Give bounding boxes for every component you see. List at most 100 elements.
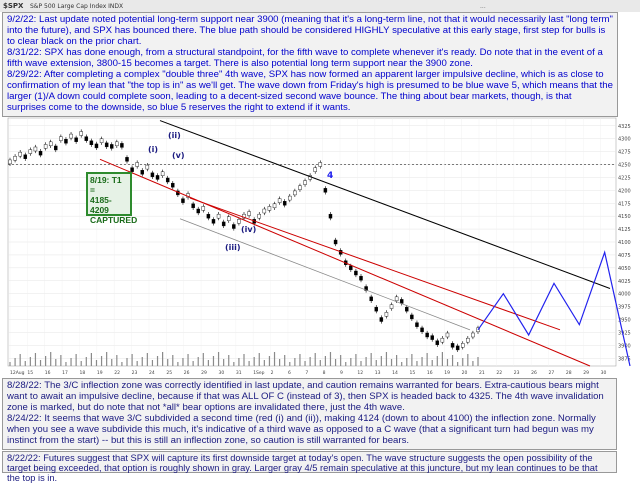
volume-bar (253, 357, 255, 366)
note-8-29: 8/29/22: After completing a complex "dou… (7, 69, 613, 113)
volume-bar (65, 362, 67, 366)
x-tick-label: 6 (288, 370, 291, 376)
volume-bar (340, 355, 342, 366)
candle-body (94, 143, 99, 149)
candle-body (425, 332, 429, 338)
volume-bar (426, 353, 428, 366)
volume-bar (121, 362, 123, 366)
note-8-28: 8/28/22: The 3/C inflection zone was cor… (7, 380, 612, 413)
volume-bar (309, 357, 311, 366)
volume-bar (39, 360, 42, 366)
x-tick-label: 1Sep (253, 370, 264, 376)
volume-bar (462, 358, 464, 366)
candle-body (54, 145, 58, 151)
volume-bar (85, 357, 87, 366)
volume-bar (345, 362, 347, 366)
candle-body (450, 343, 455, 348)
wave-label: (iv) (241, 225, 256, 234)
candle-body (384, 312, 389, 317)
volume-bar (182, 358, 184, 366)
volume-bar (172, 355, 174, 366)
volume-bar (370, 353, 372, 366)
note-text: SPX has done enough, from a structural s… (7, 47, 603, 69)
volume-bar (95, 360, 98, 366)
ticker-symbol: $SPX (3, 2, 24, 10)
wave-label: (v) (172, 151, 185, 160)
candle-body (59, 136, 63, 141)
candle-body (333, 239, 338, 245)
volume-bar (401, 362, 403, 366)
y-tick-label: 4275 (618, 150, 631, 156)
x-tick-label: 30 (218, 370, 224, 376)
volume-bar (223, 359, 225, 366)
candle-body (318, 162, 323, 167)
candle-body (110, 144, 114, 149)
volume-bar (70, 358, 72, 366)
candle-body (303, 180, 307, 185)
wave-label: (i) (148, 145, 158, 154)
candle-body (267, 206, 272, 211)
candle-body (389, 304, 394, 309)
volume-bar (212, 356, 215, 366)
volume-bar (228, 355, 230, 366)
volume-bar (446, 359, 449, 366)
x-tick-label: 24 (149, 370, 155, 376)
y-tick-label: 3975 (618, 305, 631, 311)
candle-body (216, 213, 221, 219)
x-tick-label: 17 (62, 370, 68, 376)
volume-bar (187, 354, 189, 366)
candle-body (257, 213, 261, 219)
candle-body (165, 177, 170, 183)
candle-body (48, 141, 53, 147)
y-tick-label: 4025 (618, 279, 631, 285)
volume-bar (19, 354, 21, 366)
candle-body (410, 314, 414, 320)
volume-bar (263, 360, 265, 366)
candle-body (420, 327, 424, 333)
volume-bar (34, 353, 37, 366)
volume-bar (238, 358, 240, 366)
x-tick-label: 31 (236, 370, 242, 376)
x-tick-label: 22 (114, 370, 120, 376)
x-tick-label: 30 (601, 370, 607, 376)
candle-body (298, 185, 302, 190)
candle-body (405, 306, 409, 312)
note-date: 8/31/22: (7, 47, 42, 58)
candle-body (120, 143, 124, 148)
volume-bar (202, 353, 204, 366)
volume-bar (217, 352, 220, 366)
y-tick-label: 4000 (618, 292, 631, 298)
volume-bar (162, 352, 164, 366)
note-box-footer: 8/22/22: Futures suggest that SPX will c… (2, 451, 617, 483)
volume-bar (396, 355, 398, 366)
wave-label: (ii) (168, 131, 181, 140)
volume-bar (390, 359, 393, 366)
note-9-2: 9/2/22: Last update noted potential long… (7, 14, 613, 47)
x-tick-label: 8 (323, 370, 326, 376)
candle-body (277, 198, 282, 203)
red-channel-upper (99, 158, 591, 367)
candle-body (191, 203, 195, 209)
candle-body (160, 171, 165, 177)
candle-body (262, 208, 267, 214)
note-text: Futures suggest that SPX will capture it… (7, 453, 598, 483)
candle-body (74, 137, 78, 142)
volume-bar (106, 352, 108, 366)
wave-label: 4 (327, 171, 333, 181)
note-text: The 3/C inflection zone was correctly id… (7, 380, 604, 413)
volume-bar (233, 362, 235, 366)
red-channel-mid (189, 197, 561, 331)
candle-body (69, 133, 73, 139)
candle-body (227, 216, 231, 221)
note-text: After completing a complex "double three… (7, 69, 613, 113)
candle-body (369, 296, 373, 302)
y-tick-label: 4075 (618, 253, 631, 259)
volume-bar (441, 352, 443, 366)
volume-bar (75, 354, 77, 366)
volume-bar (334, 359, 337, 366)
candle-body (89, 140, 94, 146)
candle-body (206, 213, 211, 219)
candle-body (288, 195, 292, 201)
volume-bar (406, 358, 408, 366)
x-tick-label: 18 (79, 370, 85, 376)
